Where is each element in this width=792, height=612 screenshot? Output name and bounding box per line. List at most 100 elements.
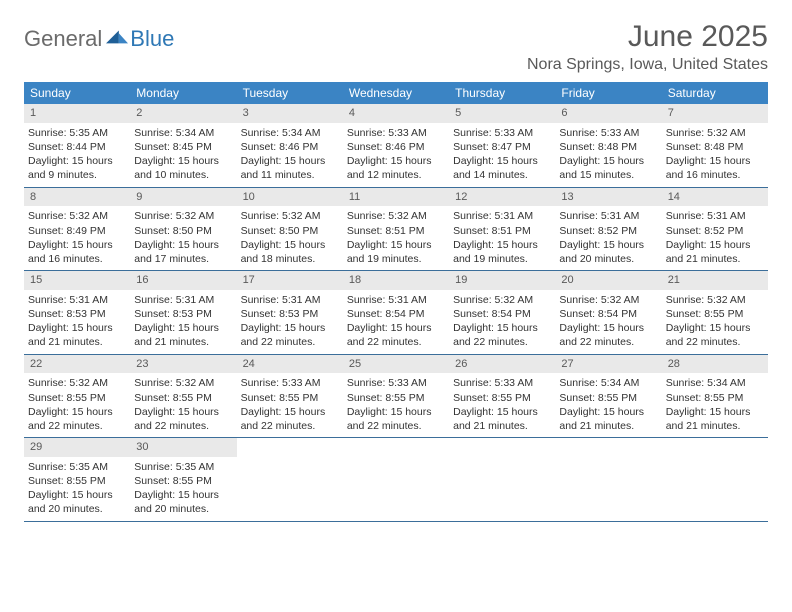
day-details: Sunrise: 5:31 AMSunset: 8:52 PMDaylight:… [555,209,661,266]
day-details: Sunrise: 5:32 AMSunset: 8:55 PMDaylight:… [662,293,768,350]
sunrise-line: Sunrise: 5:31 AM [453,209,549,223]
day-number: 20 [555,271,661,290]
daylight-line: Daylight: 15 hours and 21 minutes. [28,321,124,349]
sunset-line: Sunset: 8:52 PM [559,224,655,238]
day-details: Sunrise: 5:32 AMSunset: 8:51 PMDaylight:… [343,209,449,266]
daylight-line: Daylight: 15 hours and 22 minutes. [666,321,762,349]
daylight-line: Daylight: 15 hours and 21 minutes. [453,405,549,433]
sunrise-line: Sunrise: 5:31 AM [134,293,230,307]
daylight-line: Daylight: 15 hours and 10 minutes. [134,154,230,182]
day-details: Sunrise: 5:31 AMSunset: 8:52 PMDaylight:… [662,209,768,266]
sunrise-line: Sunrise: 5:32 AM [28,209,124,223]
calendar-day: . [555,438,661,521]
sunset-line: Sunset: 8:49 PM [28,224,124,238]
day-details: Sunrise: 5:33 AMSunset: 8:47 PMDaylight:… [449,126,555,183]
calendar-day: 16Sunrise: 5:31 AMSunset: 8:53 PMDayligh… [130,271,236,354]
day-number: 2 [130,104,236,123]
dow-tuesday: Tuesday [237,82,343,104]
day-details: Sunrise: 5:33 AMSunset: 8:48 PMDaylight:… [555,126,661,183]
calendar-day: . [237,438,343,521]
daylight-line: Daylight: 15 hours and 21 minutes. [666,405,762,433]
sunrise-line: Sunrise: 5:32 AM [28,376,124,390]
daylight-line: Daylight: 15 hours and 22 minutes. [134,405,230,433]
daylight-line: Daylight: 15 hours and 17 minutes. [134,238,230,266]
calendar-day: 26Sunrise: 5:33 AMSunset: 8:55 PMDayligh… [449,355,555,438]
daylight-line: Daylight: 15 hours and 11 minutes. [241,154,337,182]
sunset-line: Sunset: 8:55 PM [666,391,762,405]
calendar-day: 25 Sunrise: 5:33 AMSunset: 8:55 PMDayligh… [343,355,449,438]
day-details: Sunrise: 5:31 AMSunset: 8:53 PMDaylight:… [130,293,236,350]
logo-triangle-icon [106,28,128,44]
calendar-day: 22Sunrise: 5:32 AMSunset: 8:55 PMDayligh… [24,355,130,438]
day-details: Sunrise: 5:32 AMSunset: 8:49 PMDaylight:… [24,209,130,266]
sunrise-line: Sunrise: 5:33 AM [453,126,549,140]
sunrise-line: Sunrise: 5:32 AM [134,376,230,390]
calendar-page: General Blue June 2025 Nora Springs, Iow… [0,0,792,542]
day-number: 14 [662,188,768,207]
day-number: 13 [555,188,661,207]
day-number: 1 [24,104,130,123]
calendar-day: 27 Sunrise: 5:34 AMSunset: 8:55 PMDayligh… [555,355,661,438]
sunset-line: Sunset: 8:50 PM [134,224,230,238]
day-number: 3 [237,104,343,123]
sunrise-line: Sunrise: 5:34 AM [241,126,337,140]
day-number: 23 [130,355,236,374]
day-details: Sunrise: 5:31 AMSunset: 8:51 PMDaylight:… [449,209,555,266]
dow-wednesday: Wednesday [343,82,449,104]
sunset-line: Sunset: 8:53 PM [241,307,337,321]
sunset-line: Sunset: 8:48 PM [666,140,762,154]
day-number: 26 [449,355,555,374]
sunrise-line: Sunrise: 5:33 AM [347,376,443,390]
calendar-day: 30Sunrise: 5:35 AMSunset: 8:55 PMDayligh… [130,438,236,521]
calendar-week: 29Sunrise: 5:35 AMSunset: 8:55 PMDayligh… [24,438,768,522]
sunset-line: Sunset: 8:55 PM [347,391,443,405]
sunset-line: Sunset: 8:44 PM [28,140,124,154]
page-title: June 2025 [527,20,768,54]
calendar-day: 29Sunrise: 5:35 AMSunset: 8:55 PMDayligh… [24,438,130,521]
calendar-day: 11 Sunrise: 5:32 AMSunset: 8:51 PMDayligh… [343,188,449,271]
sunrise-line: Sunrise: 5:32 AM [241,209,337,223]
sunrise-line: Sunrise: 5:33 AM [241,376,337,390]
sunset-line: Sunset: 8:52 PM [666,224,762,238]
day-number: 27 [555,355,661,374]
calendar-day: 18Sunrise: 5:31 AMSunset: 8:54 PMDayligh… [343,271,449,354]
day-details: Sunrise: 5:32 AMSunset: 8:54 PMDaylight:… [555,293,661,350]
day-details: Sunrise: 5:33 AMSunset: 8:46 PMDaylight:… [343,126,449,183]
daylight-line: Daylight: 15 hours and 21 minutes. [559,405,655,433]
sunset-line: Sunset: 8:46 PM [241,140,337,154]
day-number: 30 [130,438,236,457]
calendar-day: 19Sunrise: 5:32 AMSunset: 8:54 PMDayligh… [449,271,555,354]
day-number: 11 [343,188,449,207]
day-number: 25 [343,355,449,374]
sunset-line: Sunset: 8:53 PM [134,307,230,321]
calendar-day: 10 Sunrise: 5:32 AMSunset: 8:50 PMDayligh… [237,188,343,271]
day-number: 17 [237,271,343,290]
calendar-day: 7Sunrise: 5:32 AMSunset: 8:48 PMDaylight… [662,104,768,187]
day-details: Sunrise: 5:34 AMSunset: 8:55 PMDaylight:… [555,376,661,433]
sunset-line: Sunset: 8:54 PM [559,307,655,321]
day-details: Sunrise: 5:32 AMSunset: 8:55 PMDaylight:… [130,376,236,433]
sunset-line: Sunset: 8:54 PM [453,307,549,321]
day-number: 15 [24,271,130,290]
sunrise-line: Sunrise: 5:34 AM [559,376,655,390]
day-details: Sunrise: 5:31 AMSunset: 8:53 PMDaylight:… [237,293,343,350]
daylight-line: Daylight: 15 hours and 12 minutes. [347,154,443,182]
daylight-line: Daylight: 15 hours and 22 minutes. [241,405,337,433]
day-details: Sunrise: 5:32 AMSunset: 8:50 PMDaylight:… [237,209,343,266]
day-number: 10 [237,188,343,207]
sunrise-line: Sunrise: 5:31 AM [28,293,124,307]
day-number: 24 [237,355,343,374]
calendar-day: . [343,438,449,521]
sunset-line: Sunset: 8:55 PM [134,391,230,405]
daylight-line: Daylight: 15 hours and 20 minutes. [28,488,124,516]
sunrise-line: Sunrise: 5:32 AM [347,209,443,223]
logo: General Blue [24,26,174,52]
sunrise-line: Sunrise: 5:35 AM [28,460,124,474]
sunset-line: Sunset: 8:55 PM [28,391,124,405]
day-details: Sunrise: 5:33 AMSunset: 8:55 PMDaylight:… [343,376,449,433]
day-details: Sunrise: 5:32 AMSunset: 8:55 PMDaylight:… [24,376,130,433]
daylight-line: Daylight: 15 hours and 22 minutes. [453,321,549,349]
daylight-line: Daylight: 15 hours and 19 minutes. [453,238,549,266]
calendar-day: 2Sunrise: 5:34 AMSunset: 8:45 PMDaylight… [130,104,236,187]
calendar-week: 1Sunrise: 5:35 AMSunset: 8:44 PMDaylight… [24,104,768,188]
